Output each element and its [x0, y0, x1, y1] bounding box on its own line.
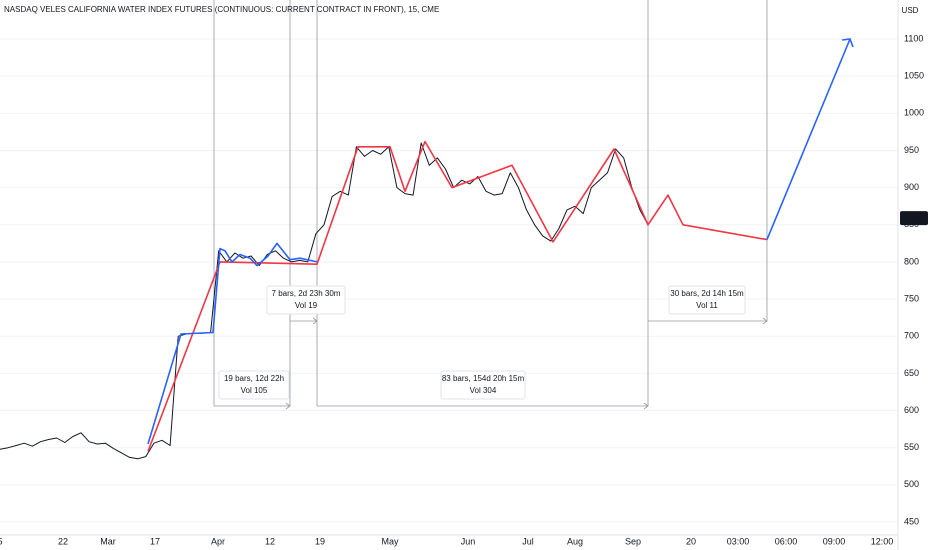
price-tag	[900, 211, 928, 226]
x-tick-label: 20	[686, 536, 696, 546]
measure-label: Vol 19	[295, 301, 318, 310]
measure-label-box	[266, 285, 346, 315]
y-tick-label: 450	[904, 516, 919, 526]
x-tick-label: Aug	[567, 536, 583, 546]
x-tick-label: 12:00	[871, 536, 894, 546]
y-tick-label: 650	[904, 368, 919, 378]
x-tick-label: Jun	[461, 536, 476, 546]
y-tick-label: 500	[904, 479, 919, 489]
price-line	[147, 140, 768, 452]
measure-label-box	[440, 370, 526, 400]
measure-label-box	[668, 285, 746, 315]
measure-label: 30 bars, 2d 14h 15m	[670, 289, 744, 298]
x-tick-label: 19	[315, 536, 325, 546]
x-tick-label: 22	[58, 536, 68, 546]
measure-label-box	[218, 370, 290, 400]
y-tick-label: 750	[904, 293, 919, 303]
x-tick-label: 17	[150, 536, 160, 546]
y-tick-label: 700	[904, 331, 919, 341]
x-tick-label: 09:00	[823, 536, 846, 546]
y-tick-label: 1100	[904, 33, 923, 43]
y-tick-label: 800	[904, 256, 919, 266]
price-line	[0, 142, 649, 460]
x-tick-label: May	[381, 536, 399, 546]
x-tick-label: 12	[265, 536, 275, 546]
x-tick-label: 5	[0, 536, 3, 546]
y-tick-label: 900	[904, 182, 919, 192]
x-tick-label: Sep	[625, 536, 641, 546]
measure-label: Vol 105	[241, 386, 268, 395]
arrow-head	[841, 38, 854, 48]
price-tag-label: 859	[906, 212, 921, 222]
y-tick-label: 950	[904, 145, 919, 155]
y-tick-label: 600	[904, 405, 919, 415]
chart-title: NASDAQ VELES CALIFORNIA WATER INDEX FUTU…	[4, 5, 439, 14]
price-line	[766, 38, 851, 240]
price-line	[147, 242, 318, 445]
y-tick-label: 1000	[904, 108, 924, 118]
measure-label: 19 bars, 12d 22h	[224, 374, 284, 383]
currency: USD	[902, 6, 919, 15]
measure-label: 7 bars, 2d 23h 30m	[272, 289, 341, 298]
measure-lines	[213, 0, 768, 410]
y-tick-label: 1050	[904, 71, 924, 81]
x-tick-label: Jul	[522, 536, 534, 546]
measure-label: 83 bars, 154d 20h 15m	[442, 374, 525, 383]
measure-label: Vol 11	[696, 301, 718, 310]
x-tick-label: 06:00	[775, 536, 798, 546]
x-tick-label: 03:00	[727, 536, 750, 546]
y-tick-label: 550	[904, 442, 919, 452]
x-tick-label: Apr	[211, 536, 225, 546]
measure-label: Vol 304	[470, 386, 497, 395]
x-tick-label: Mar	[100, 536, 116, 546]
